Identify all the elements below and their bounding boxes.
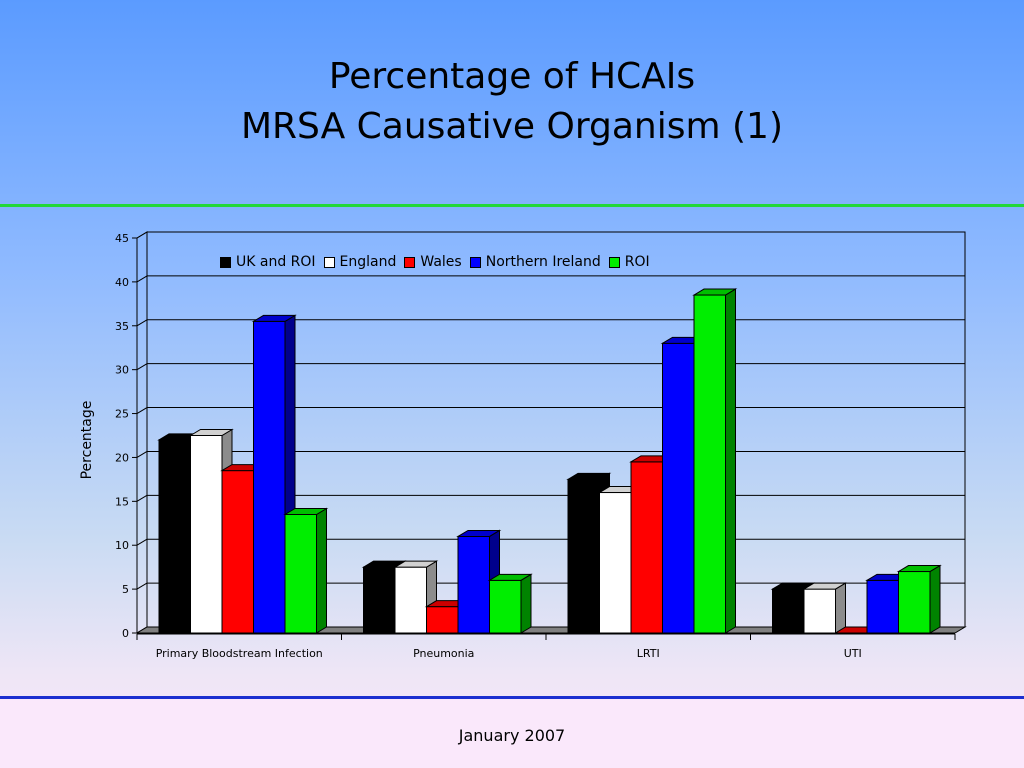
bar-top bbox=[487, 573, 533, 581]
gridline-side bbox=[136, 275, 148, 283]
gridline-side bbox=[136, 319, 148, 327]
y-axis-label: Percentage bbox=[79, 400, 95, 480]
bar-top bbox=[692, 288, 738, 296]
bar-front bbox=[158, 439, 191, 634]
legend-item: ROI bbox=[608, 254, 650, 270]
bar-front bbox=[253, 320, 286, 634]
bar-front bbox=[426, 606, 459, 634]
bar-front bbox=[898, 571, 931, 634]
y-tick-label: 5 bbox=[122, 583, 129, 596]
x-category-label: LRTI bbox=[637, 647, 660, 660]
bar-side bbox=[520, 573, 532, 634]
legend-label: England bbox=[339, 254, 397, 270]
bar-front bbox=[394, 566, 427, 634]
y-tick-label: 40 bbox=[115, 276, 129, 289]
y-tick-label: 15 bbox=[115, 495, 129, 508]
plot-side-wall bbox=[136, 231, 148, 634]
chart-legend: UK and ROI England Wales Northern Ireland RO… bbox=[220, 254, 658, 270]
legend-item: England bbox=[323, 254, 397, 270]
gridline-side bbox=[136, 494, 148, 502]
bar-front bbox=[221, 470, 254, 634]
bar-top bbox=[802, 582, 848, 590]
bar-side bbox=[835, 582, 846, 634]
gridline-side bbox=[136, 363, 148, 371]
y-tick-label: 0 bbox=[122, 627, 129, 640]
slide-title: Percentage of HCAIs MRSA Causative Organ… bbox=[0, 52, 1024, 152]
y-tick-label: 35 bbox=[115, 320, 129, 333]
bar-front bbox=[284, 514, 317, 634]
bar-front bbox=[567, 478, 600, 634]
legend-swatch bbox=[608, 256, 620, 268]
bar-front bbox=[457, 535, 490, 634]
bar-top bbox=[566, 472, 612, 480]
legend-label: UK and ROI bbox=[236, 254, 316, 270]
bar-top bbox=[251, 314, 297, 322]
y-tick-label: 10 bbox=[115, 539, 129, 552]
legend-label: Wales bbox=[420, 254, 462, 270]
legend-swatch bbox=[469, 256, 481, 268]
bar-side bbox=[316, 507, 327, 634]
legend-item: Wales bbox=[404, 254, 462, 270]
gridline-side bbox=[136, 231, 148, 239]
gridline-side bbox=[136, 538, 148, 546]
gridline-side bbox=[136, 582, 148, 590]
legend-item: Northern Ireland bbox=[469, 254, 601, 270]
bar-side bbox=[929, 564, 941, 634]
bottom-divider bbox=[0, 696, 1024, 699]
legend-swatch bbox=[220, 256, 231, 268]
legend-label: ROI bbox=[624, 254, 650, 270]
bar-front bbox=[772, 588, 805, 634]
bar-top bbox=[283, 508, 329, 515]
bar-front bbox=[866, 579, 899, 634]
title-line-2: MRSA Causative Organism (1) bbox=[240, 106, 783, 147]
y-tick-label: 20 bbox=[115, 451, 129, 464]
bar-front bbox=[803, 588, 836, 634]
legend-swatch bbox=[323, 256, 335, 268]
footer-band bbox=[0, 699, 1024, 768]
title-line-1: Percentage of HCAIs bbox=[328, 56, 696, 97]
y-tick-label: 45 bbox=[115, 232, 129, 245]
bar-top bbox=[188, 429, 234, 436]
bar-front bbox=[630, 461, 663, 634]
bar-front bbox=[662, 342, 695, 634]
bar-front bbox=[489, 579, 522, 634]
x-category-label: UTI bbox=[844, 647, 862, 660]
bar-top bbox=[393, 560, 439, 568]
bar-front bbox=[693, 294, 726, 634]
legend-swatch bbox=[404, 256, 416, 268]
y-tick-label: 30 bbox=[115, 364, 129, 377]
x-category-label: Primary Bloodstream Infection bbox=[156, 647, 323, 660]
gridline-side bbox=[136, 451, 148, 458]
bar-front bbox=[599, 492, 632, 634]
x-category-label: Pneumonia bbox=[413, 647, 474, 660]
bar-side bbox=[725, 288, 736, 634]
footer-date: January 2007 bbox=[458, 726, 566, 745]
y-tick-label: 25 bbox=[115, 408, 129, 421]
bar-top bbox=[896, 565, 942, 573]
bar-front bbox=[363, 566, 396, 634]
legend-label: Northern Ireland bbox=[485, 254, 601, 270]
gridline-side bbox=[136, 407, 148, 414]
top-divider bbox=[0, 204, 1024, 207]
bar-top bbox=[456, 529, 502, 537]
bar-front bbox=[190, 435, 223, 634]
legend-item: UK and ROI bbox=[220, 254, 316, 270]
